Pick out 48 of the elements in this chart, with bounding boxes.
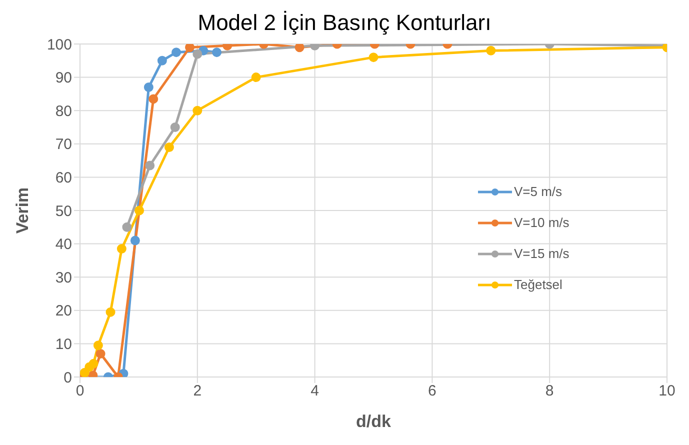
chart-title: Model 2 İçin Basınç Konturları: [196, 9, 492, 37]
point: [93, 340, 103, 350]
y-tick-label: 80: [55, 102, 72, 120]
y-tick-label: 20: [55, 302, 72, 320]
y-tick-label: 50: [55, 202, 72, 220]
point: [185, 44, 195, 52]
point: [96, 348, 106, 358]
x-tick-label: 4: [310, 382, 319, 400]
point: [122, 222, 132, 232]
x-tick-label: 2: [193, 382, 202, 400]
x-tick-label: 6: [428, 382, 436, 400]
point: [368, 52, 378, 62]
point: [157, 56, 167, 66]
y-tick-label: 30: [55, 269, 72, 286]
y-tick-label: 0: [64, 369, 72, 386]
point: [192, 49, 202, 59]
point: [134, 206, 144, 216]
point: [144, 82, 154, 92]
point: [172, 48, 182, 58]
legend-label: V=15 m/s: [514, 246, 570, 261]
point: [88, 358, 98, 368]
point: [145, 160, 155, 170]
point: [164, 142, 174, 152]
legend-label: Teğetsel: [514, 277, 562, 292]
point: [486, 46, 496, 56]
point: [106, 307, 116, 317]
point: [148, 94, 158, 104]
point: [192, 106, 202, 116]
y-tick-label: 40: [55, 236, 72, 254]
point: [251, 72, 261, 82]
y-tick-label: 70: [55, 136, 72, 154]
point: [294, 44, 304, 52]
y-axis-title: Verim: [13, 187, 32, 234]
y-tick-label: 60: [55, 170, 72, 187]
legend-label: V=5 m/s: [514, 184, 562, 199]
point: [170, 122, 180, 132]
y-tick-label: 100: [46, 36, 72, 54]
y-tick-label: 10: [55, 336, 72, 354]
point: [116, 244, 126, 254]
point: [212, 48, 222, 58]
x-tick-label: 0: [76, 382, 84, 400]
y-tick-label: 90: [55, 70, 72, 87]
x-tick-label: 10: [658, 382, 676, 400]
point: [80, 368, 90, 377]
x-axis-title: d/dk: [356, 412, 392, 431]
legend-label: V=10 m/s: [514, 215, 570, 230]
point: [130, 236, 140, 246]
x-tick-label: 8: [545, 382, 554, 400]
